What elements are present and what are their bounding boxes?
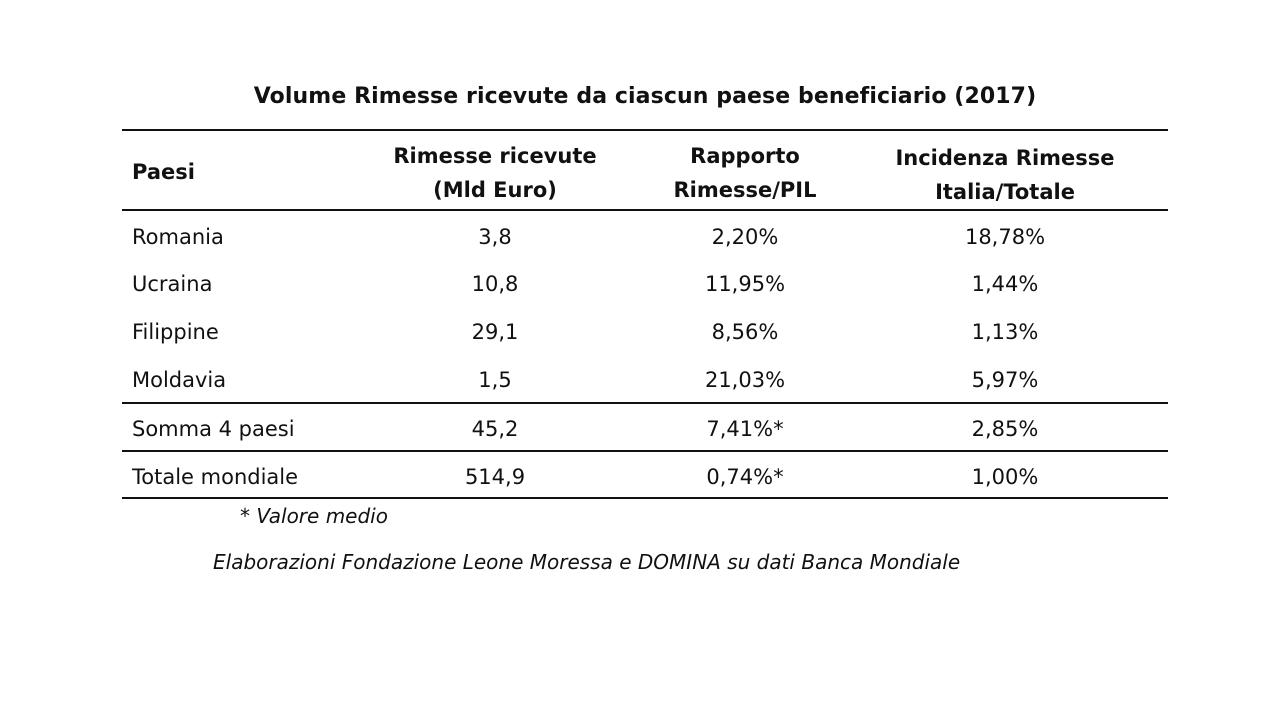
table-row-rimesse: 10,8 [471,272,519,296]
table-row-incidenza: 2,85% [971,417,1039,441]
table-row-country: Ucraina [132,272,213,296]
table-row-country: Moldavia [132,368,227,392]
header-rimesse-line2: (Mld Euro) [433,178,557,202]
table-row-country: Somma 4 paesi [132,417,295,441]
header-rapporto: Rapporto Rimesse/PIL [615,139,875,207]
table-row-rapporto: 21,03% [704,368,786,392]
table-row-country: Romania [132,225,224,249]
header-incidenza-line1: Incidenza Rimesse [895,146,1115,170]
table-row-incidenza: 1,00% [971,465,1039,489]
table-title: Volume Rimesse ricevute da ciascun paese… [253,84,1037,109]
header-incidenza: Incidenza Rimesse Italia/Totale [855,141,1155,209]
header-rule [122,209,1168,211]
table-row-rimesse: 1,5 [478,368,512,392]
table-row-rimesse: 514,9 [464,465,526,489]
table-row-incidenza: 18,78% [964,225,1046,249]
header-rimesse: Rimesse ricevute (Mld Euro) [365,139,625,207]
header-paesi-label: Paesi [132,160,195,184]
subtotal-rule [122,402,1168,404]
table-row-rapporto: 2,20% [711,225,779,249]
top-rule [122,129,1168,131]
table-row-country: Filippine [132,320,219,344]
header-rapporto-line2: Rimesse/PIL [673,178,817,202]
table-row-incidenza: 5,97% [971,368,1039,392]
table-row-rimesse: 29,1 [471,320,519,344]
table-row-country: Totale mondiale [132,465,299,489]
table-row-incidenza: 1,13% [971,320,1039,344]
footnote: * Valore medio [240,504,388,528]
header-paesi: Paesi [132,155,195,189]
table-row-incidenza: 1,44% [971,272,1039,296]
table-row-rimesse: 45,2 [471,417,519,441]
bottom-rule [122,497,1168,499]
source-note: Elaborazioni Fondazione Leone Moressa e … [213,550,961,574]
header-rapporto-line1: Rapporto [690,144,800,168]
table-row-rapporto: 0,74%* [706,465,784,489]
total-rule [122,450,1168,452]
table-row-rapporto: 8,56% [711,320,779,344]
table-row-rimesse: 3,8 [478,225,512,249]
table-row-rapporto: 7,41%* [706,417,784,441]
header-rimesse-line1: Rimesse ricevute [393,144,597,168]
table-row-rapporto: 11,95% [704,272,786,296]
header-incidenza-line2: Italia/Totale [935,180,1075,204]
